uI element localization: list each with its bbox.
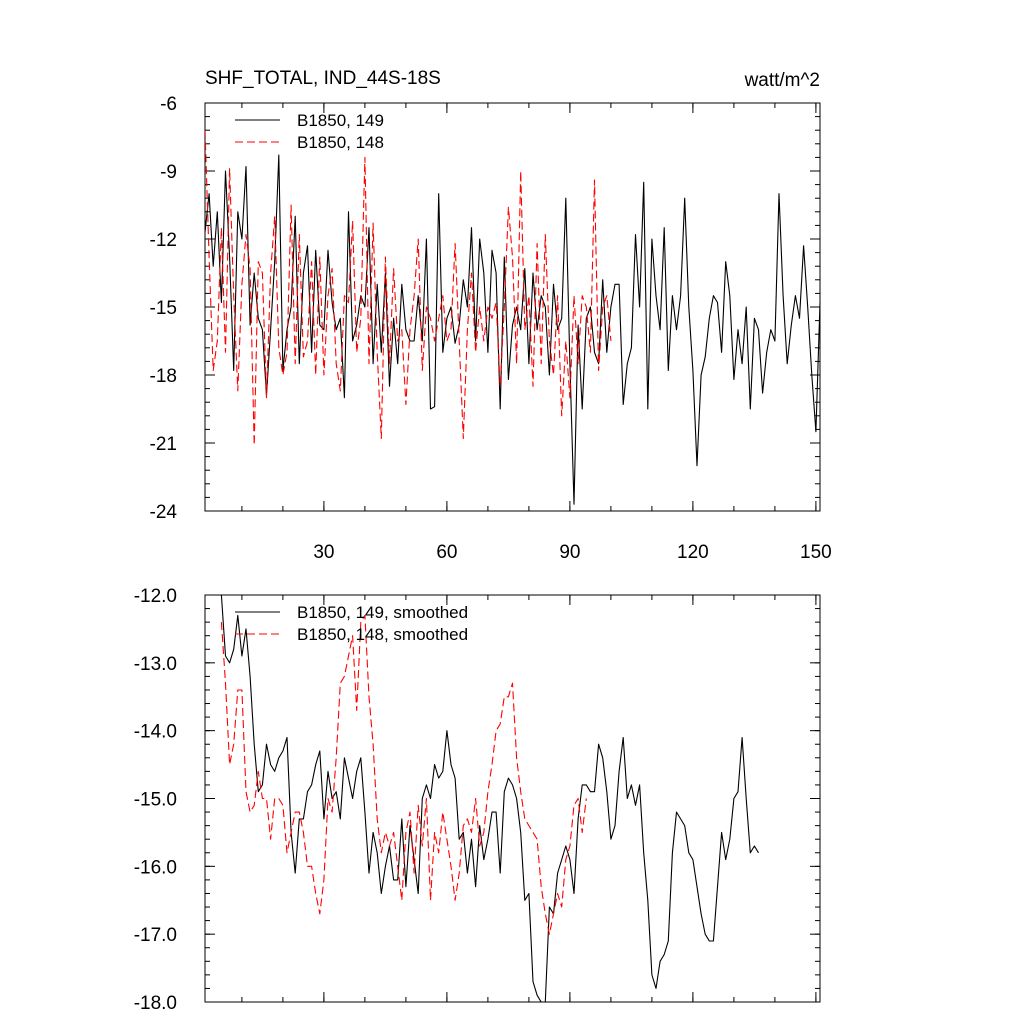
y-tick-label: -21 [150,434,177,455]
y-tick-label: -13.0 [134,654,177,675]
legend-label: B1850, 149 [297,111,384,130]
y-tick-label: -17.0 [134,925,177,946]
y-tick-label: -15.0 [134,790,177,811]
series-line-2 [220,614,587,935]
y-tick-label: -18 [150,366,177,387]
x-tick-label: 120 [677,542,709,563]
legend-label: B1850, 148 [297,133,384,152]
y-tick-label: -12.0 [134,586,177,607]
x-tick-label: 150 [800,542,832,563]
chart-panel-1: -6 -9 -12 -15 -18 -21 -24 30 60 90 120 150 SHF_TOTAL… [150,68,832,563]
chart-title: SHF_TOTAL, IND_44S-18S [205,68,441,89]
x-tick-label: 90 [559,542,580,563]
y-tick-label: -16.0 [134,857,177,878]
plot-frame [204,594,821,1003]
y-tick-label: -18.0 [134,993,177,1014]
x-tick-label: 30 [313,542,334,563]
y-tick-label: -15 [150,298,177,319]
y-tick-label: -9 [160,162,177,183]
y-tick-label: -6 [160,94,177,115]
y-tick-label: -12 [150,230,177,251]
units-label: watt/m^2 [744,70,820,91]
chart-panel-2: -12.0 -13.0 -14.0 -15.0 -16.0 -17.0 -18.0 B1850… [134,586,821,1014]
y-tick-label: -24 [150,502,178,523]
legend-label: B1850, 149, smoothed [297,603,468,622]
series-line-2 [205,130,612,446]
y-tick-label: -14.0 [134,722,177,743]
x-tick-label: 60 [436,542,457,563]
legend-label: B1850, 148, smoothed [297,625,468,644]
series-line-1 [205,154,820,505]
series-line-1 [220,595,759,1002]
